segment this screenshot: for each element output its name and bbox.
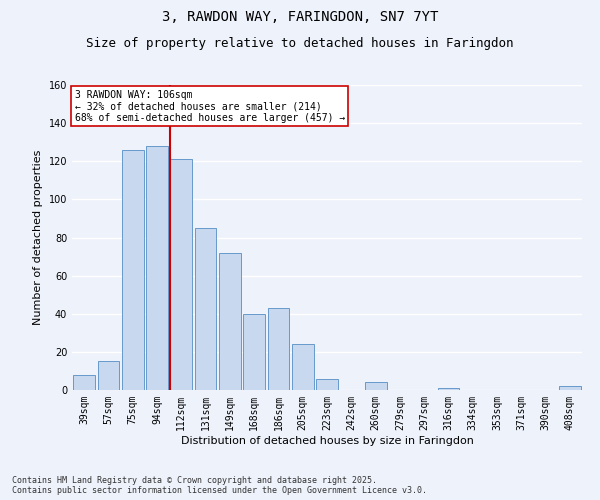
- Bar: [437, 388, 460, 390]
- Bar: [365, 382, 386, 390]
- Bar: [146, 146, 168, 390]
- Text: Size of property relative to detached houses in Faringdon: Size of property relative to detached ho…: [86, 38, 514, 51]
- Y-axis label: Number of detached properties: Number of detached properties: [33, 150, 43, 325]
- Bar: [170, 160, 192, 390]
- Bar: [194, 228, 217, 390]
- Text: 3 RAWDON WAY: 106sqm
← 32% of detached houses are smaller (214)
68% of semi-deta: 3 RAWDON WAY: 106sqm ← 32% of detached h…: [74, 90, 345, 123]
- Bar: [122, 150, 143, 390]
- Bar: [97, 362, 119, 390]
- Bar: [559, 386, 581, 390]
- Bar: [292, 344, 314, 390]
- Text: Contains HM Land Registry data © Crown copyright and database right 2025.
Contai: Contains HM Land Registry data © Crown c…: [12, 476, 427, 495]
- Bar: [73, 375, 95, 390]
- X-axis label: Distribution of detached houses by size in Faringdon: Distribution of detached houses by size …: [181, 436, 473, 446]
- Bar: [243, 314, 265, 390]
- Bar: [268, 308, 289, 390]
- Bar: [219, 253, 241, 390]
- Text: 3, RAWDON WAY, FARINGDON, SN7 7YT: 3, RAWDON WAY, FARINGDON, SN7 7YT: [162, 10, 438, 24]
- Bar: [316, 378, 338, 390]
